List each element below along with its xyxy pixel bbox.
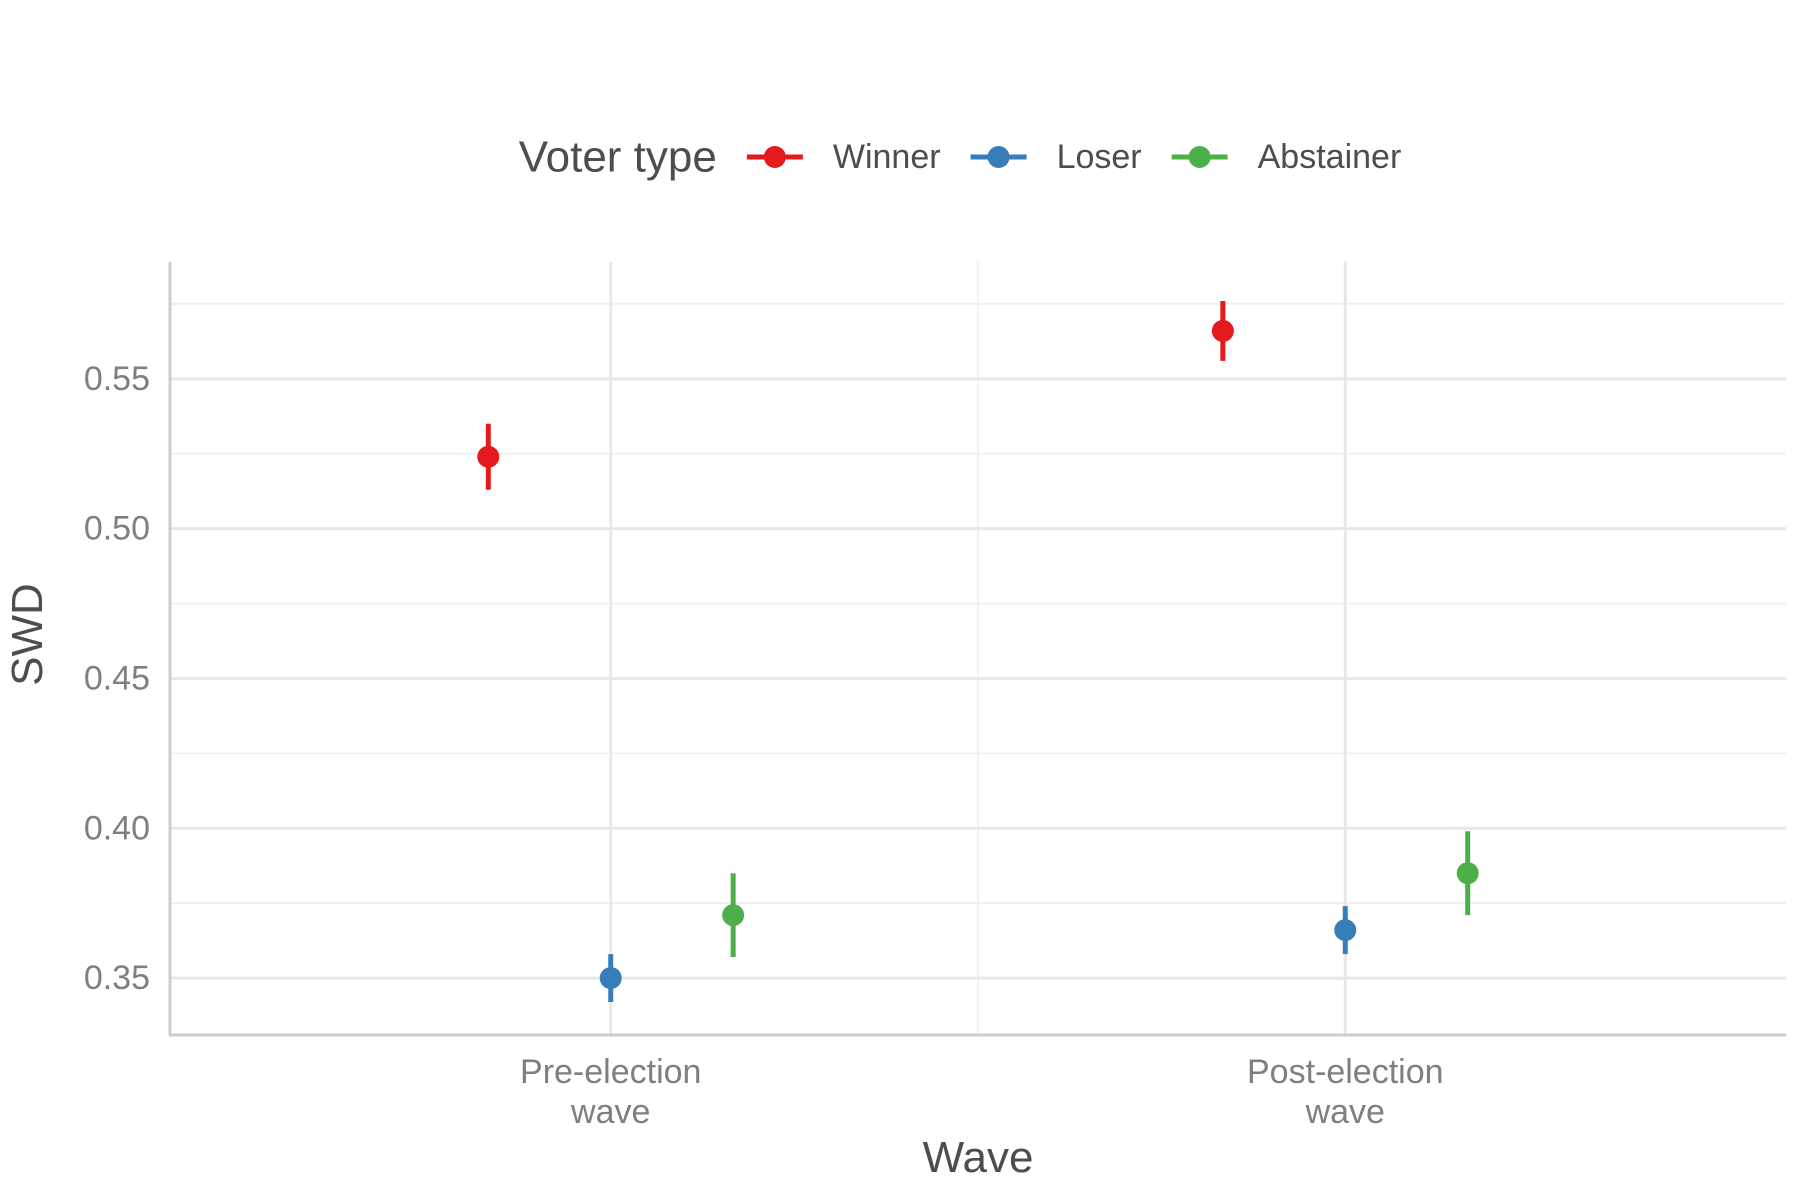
x-tick-label: Pre-election wave [520,1053,701,1131]
x-tick-label-line: wave [1305,1093,1385,1131]
data-point [1334,919,1357,942]
x-tick-label: Post-election wave [1247,1053,1444,1131]
data-point [1456,862,1479,885]
x-tick-label-line: Post-election [1247,1053,1444,1091]
data-point [1211,319,1234,342]
y-tick-label: 0.35 [84,959,150,997]
x-tick-label-line: Pre-election [520,1053,701,1091]
y-tick-label: 0.50 [84,510,150,548]
legend-key-point [763,146,786,168]
data-marks [477,300,1479,1003]
y-tick-label: 0.40 [84,809,150,847]
legend-label: Abstainer [1258,138,1402,176]
legend-title: Voter type [519,133,717,182]
legend: Voter type Winner Loser Abstainer [519,133,1402,182]
y-axis-title: SWD [3,583,52,686]
data-point [599,967,622,990]
x-tick-label-line: wave [570,1093,650,1131]
data-point [722,904,745,927]
legend-label: Winner [833,138,941,176]
legend-key-point [987,146,1010,168]
x-axis-title: Wave [923,1133,1034,1182]
data-point [477,445,500,468]
grid [170,262,1786,1035]
legend-label: Loser [1057,138,1142,176]
y-tick-label: 0.55 [84,360,150,398]
y-tick-label: 0.45 [84,659,150,697]
legend-key-point [1188,146,1211,168]
